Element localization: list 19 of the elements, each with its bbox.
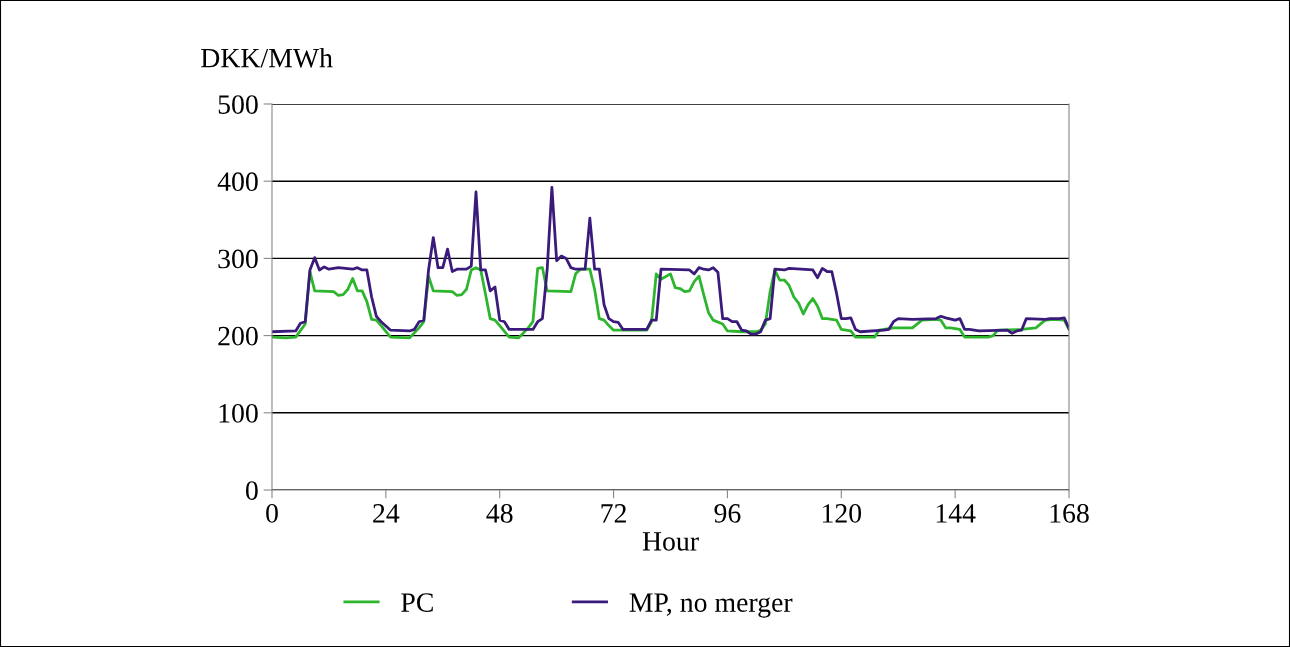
x-tick-label: 24 xyxy=(373,504,400,523)
y-tick-label: 0 xyxy=(245,481,258,500)
y-tick-label: 200 xyxy=(218,326,258,346)
x-tick-label: 48 xyxy=(486,504,513,523)
x-axis-title: Hour xyxy=(642,532,699,551)
y-tick-label: 500 xyxy=(218,95,258,114)
y-tick-label: 400 xyxy=(217,172,258,192)
y-axis-title: DKK/MWh xyxy=(201,47,333,68)
y-tick-label: 100 xyxy=(219,403,258,423)
x-tick-label: 0 xyxy=(266,504,278,523)
legend-label: PC xyxy=(401,593,433,612)
x-tick-label: 144 xyxy=(936,504,976,523)
x-tick-label: 168 xyxy=(1050,504,1089,523)
legend-label: MP, no merger xyxy=(629,593,793,618)
x-tick-label: 120 xyxy=(822,504,862,523)
x-tick-label: 96 xyxy=(714,504,741,523)
x-tick-label: 72 xyxy=(601,504,626,523)
line-series xyxy=(272,185,1069,336)
y-tick-label: 300 xyxy=(218,249,258,269)
